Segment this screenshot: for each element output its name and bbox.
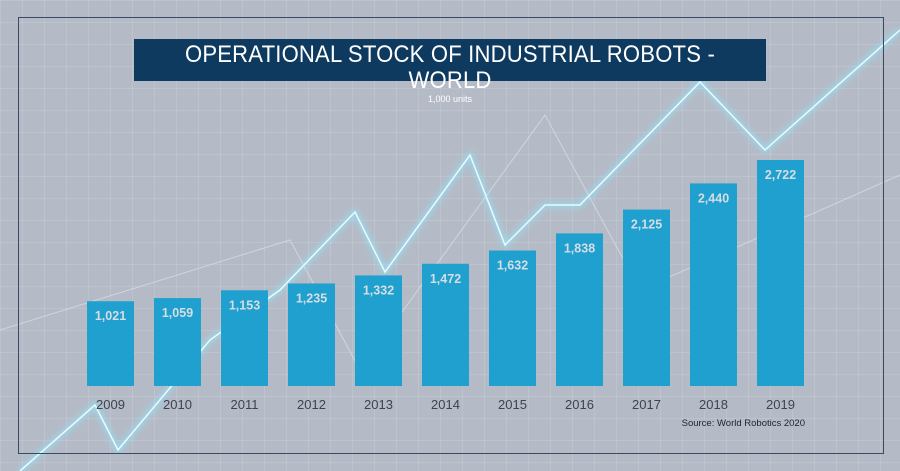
chart-frame <box>18 17 884 454</box>
chart-subtitle: 1,000 units <box>427 94 473 104</box>
value-label: 2,722 <box>765 168 796 182</box>
value-label: 1,235 <box>296 291 327 305</box>
x-tick-label: 2019 <box>766 397 795 412</box>
bar-2016 <box>556 233 603 386</box>
bar-2012 <box>288 283 335 386</box>
bar-2018 <box>690 183 737 386</box>
bar-2014 <box>422 263 469 386</box>
title-banner: OPERATIONAL STOCK OF INDUSTRIAL ROBOTS -… <box>134 39 766 104</box>
chart-title: OPERATIONAL STOCK OF INDUSTRIAL ROBOTS -… <box>184 41 715 94</box>
x-tick-label: 2016 <box>565 397 594 412</box>
bar-2009 <box>87 301 134 386</box>
source-note: Source: World Robotics 2020 <box>681 418 805 429</box>
value-label: 1,332 <box>363 283 394 297</box>
x-tick-label: 2014 <box>431 397 460 412</box>
x-tick-label: 2013 <box>364 397 393 412</box>
x-tick-label: 2010 <box>163 397 192 412</box>
x-tick-label: 2015 <box>498 397 527 412</box>
x-tick-label: 2017 <box>632 397 661 412</box>
value-label: 1,838 <box>564 241 595 255</box>
bar-2010 <box>154 298 201 386</box>
bar-2019 <box>757 160 804 386</box>
x-tick-label: 2012 <box>297 397 326 412</box>
bar-2017 <box>623 209 670 386</box>
value-label: 2,125 <box>631 218 662 232</box>
value-label: 1,059 <box>162 306 193 320</box>
value-label: 1,632 <box>497 258 528 272</box>
x-tick-label: 2009 <box>96 397 125 412</box>
x-tick-label: 2018 <box>699 397 728 412</box>
bar-2015 <box>489 250 536 386</box>
bar-2011 <box>221 290 268 386</box>
value-label: 1,153 <box>229 298 260 312</box>
value-label: 1,021 <box>95 309 126 323</box>
x-tick-label: 2011 <box>231 397 259 412</box>
value-label: 2,440 <box>698 191 729 205</box>
bar-2013 <box>355 275 402 386</box>
value-label: 1,472 <box>430 272 461 286</box>
